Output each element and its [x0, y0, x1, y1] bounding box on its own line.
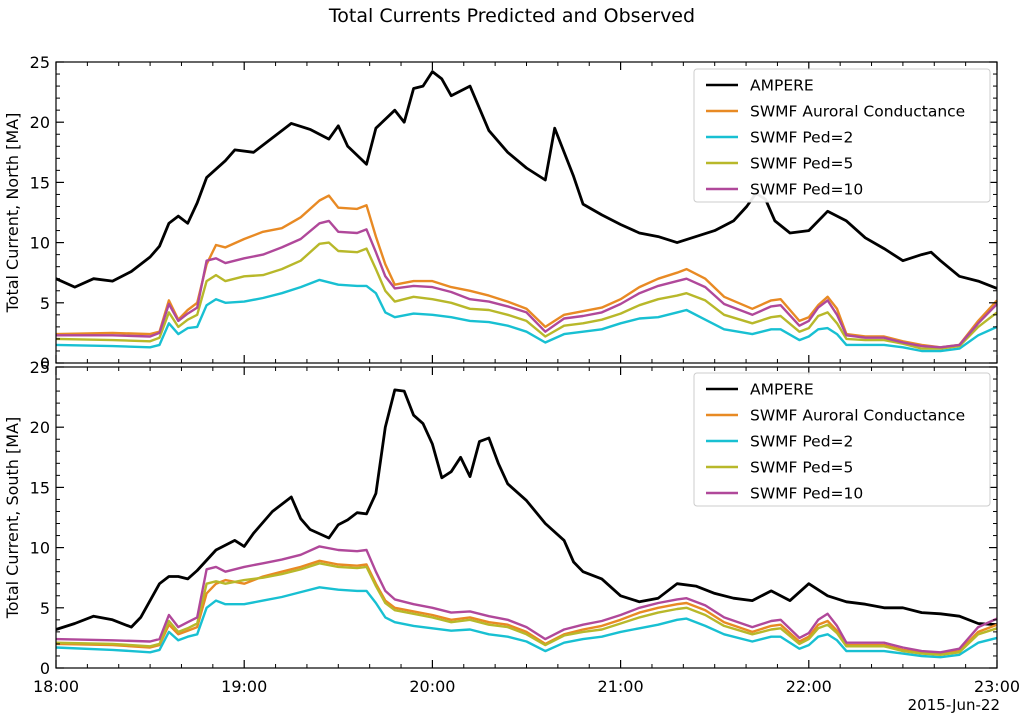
y-tick-label: 0 — [40, 659, 50, 678]
south-panel: 0 5 10 15 20 25 18:00 19:00 20:00 21:00 22:00 23:00… — [3, 358, 1020, 696]
series-line-swmf-ped-10 — [55, 545, 998, 654]
series-line-swmf-auroral-conductance — [55, 194, 998, 349]
legend-label: SWMF Ped=10 — [750, 181, 863, 199]
series-line-swmf-ped-5 — [55, 241, 998, 350]
date-label: 2015-Jun-22 — [908, 696, 1000, 714]
x-tick-label: 20:00 — [409, 677, 455, 696]
series-line-swmf-ped-2 — [55, 278, 998, 353]
y-tick-label: 5 — [40, 294, 50, 313]
y-tick-label: 5 — [40, 599, 50, 618]
figure-title: Total Currents Predicted and Observed — [328, 5, 695, 27]
series-line-swmf-auroral-conductance — [55, 559, 998, 655]
y-tick-label: 25 — [30, 53, 50, 72]
y-axis-label: Total Current, North [MA] — [3, 113, 22, 314]
series-line-ampere — [55, 70, 998, 290]
x-tick-label: 23:00 — [974, 677, 1020, 696]
y-tick-label: 10 — [30, 234, 50, 253]
y-tick-label: 20 — [30, 113, 50, 132]
legend-label: SWMF Ped=5 — [750, 459, 853, 477]
y-tick-label: 25 — [30, 358, 50, 377]
y-tick-label: 15 — [30, 173, 50, 192]
legend-box — [693, 68, 991, 203]
legend-label: AMPERE — [750, 77, 814, 95]
north-panel: 0 5 10 15 20 25 Total Current, North [MA] AMPER… — [3, 53, 998, 373]
legend-label: AMPERE — [750, 381, 814, 399]
x-tick-label: 22:00 — [786, 677, 832, 696]
legend-box — [693, 372, 991, 507]
legend-label: SWMF Ped=5 — [750, 155, 853, 173]
x-tick-label: 19:00 — [221, 677, 267, 696]
series-line-swmf-ped-10 — [56, 219, 998, 349]
legend-label: SWMF Auroral Conductance — [750, 407, 965, 425]
x-tick-label: 21:00 — [598, 677, 644, 696]
x-tick-label: 18:00 — [33, 677, 79, 696]
series-line-swmf-ped-2 — [55, 586, 998, 659]
legend-label: SWMF Ped=10 — [750, 485, 863, 503]
legend-label: SWMF Ped=2 — [750, 433, 853, 451]
y-tick-label: 0 — [40, 354, 50, 373]
series-line-ampere — [55, 388, 998, 631]
y-axis-label: Total Current, South [MA] — [3, 417, 22, 620]
y-tick-label: 15 — [30, 478, 50, 497]
legend-label: SWMF Auroral Conductance — [750, 103, 965, 121]
legend-label: SWMF Ped=2 — [750, 129, 853, 147]
series-line-swmf-ped-5 — [55, 562, 998, 656]
y-tick-label: 20 — [30, 418, 50, 437]
y-tick-label: 10 — [30, 539, 50, 558]
